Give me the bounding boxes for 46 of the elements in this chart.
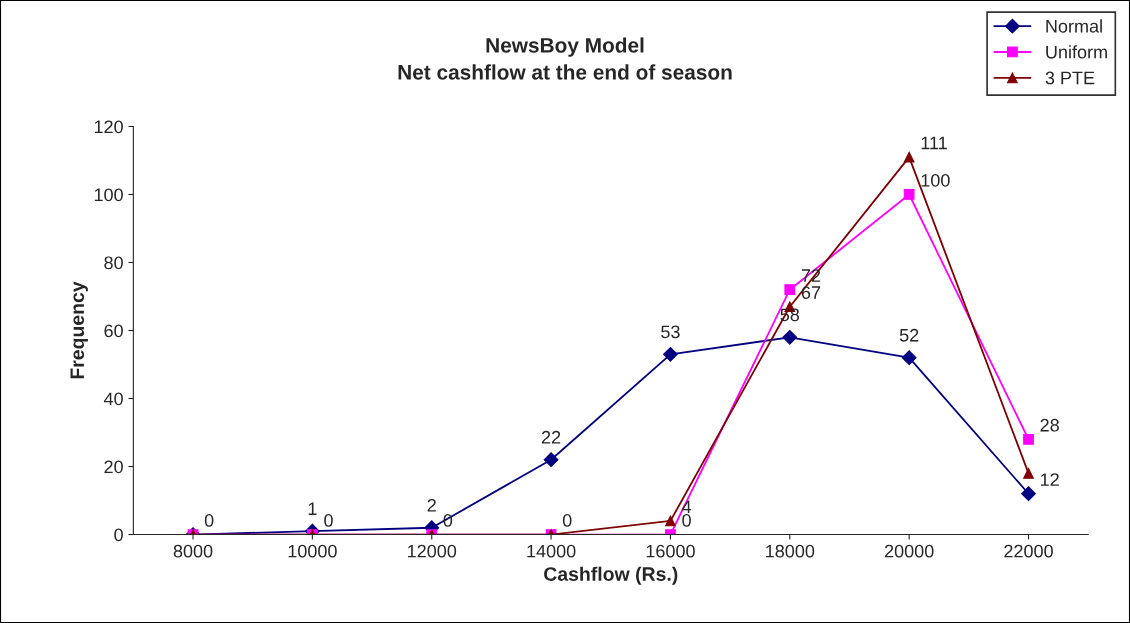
y-axis-title: Frequency [70,281,88,379]
data-label: 0 [682,514,691,527]
legend-label: Normal [1046,19,1102,33]
point [901,350,917,366]
y-tick-label: 20 [104,460,123,474]
data-label: 0 [204,514,214,527]
point [784,284,796,296]
point [1023,433,1034,445]
x-tick-label: 12000 [408,544,457,558]
data-label: 2 [427,498,436,512]
y-tick-label: 0 [114,528,123,542]
data-label: 12 [1041,473,1059,486]
y-tick-label: 100 [94,188,123,202]
data-label: 22 [541,430,561,444]
legend-label: Uniform [1046,45,1107,59]
data-label: 52 [899,328,919,342]
x-tick-label: 8000 [173,544,213,558]
x-tick-label: 10000 [288,544,337,558]
y-tick-label: 40 [103,392,123,406]
data-label: 100 [921,173,950,187]
x-axis-title: Cashflow (Rs.) [544,566,678,585]
point [903,151,915,163]
point [903,189,915,200]
data-label: 67 [801,286,821,299]
x-tick-label: 14000 [527,544,576,558]
point [782,329,798,345]
point [1021,486,1036,502]
data-label: 53 [661,325,680,339]
data-label: 111 [921,136,947,150]
y-tick-label: 120 [94,120,123,134]
chart-title: NewsBoy Model Net cashflow at the end of season [398,37,732,80]
x-tick-label: 22000 [1004,544,1053,558]
y-tick-label: 80 [104,256,123,270]
point [665,515,676,527]
point [543,452,559,468]
data-label: 28 [1040,418,1059,432]
x-tick-label: 20000 [884,544,934,558]
point [663,346,678,362]
data-label: 0 [324,514,333,527]
data-label: 1 [308,502,317,515]
data-label: 0 [562,514,572,527]
legend-label: 3 PTE [1045,71,1095,85]
x-tick-label: 16000 [646,544,695,558]
point [1023,467,1034,479]
x-tick-label: 18000 [766,544,815,558]
y-tick-label: 60 [104,324,123,338]
